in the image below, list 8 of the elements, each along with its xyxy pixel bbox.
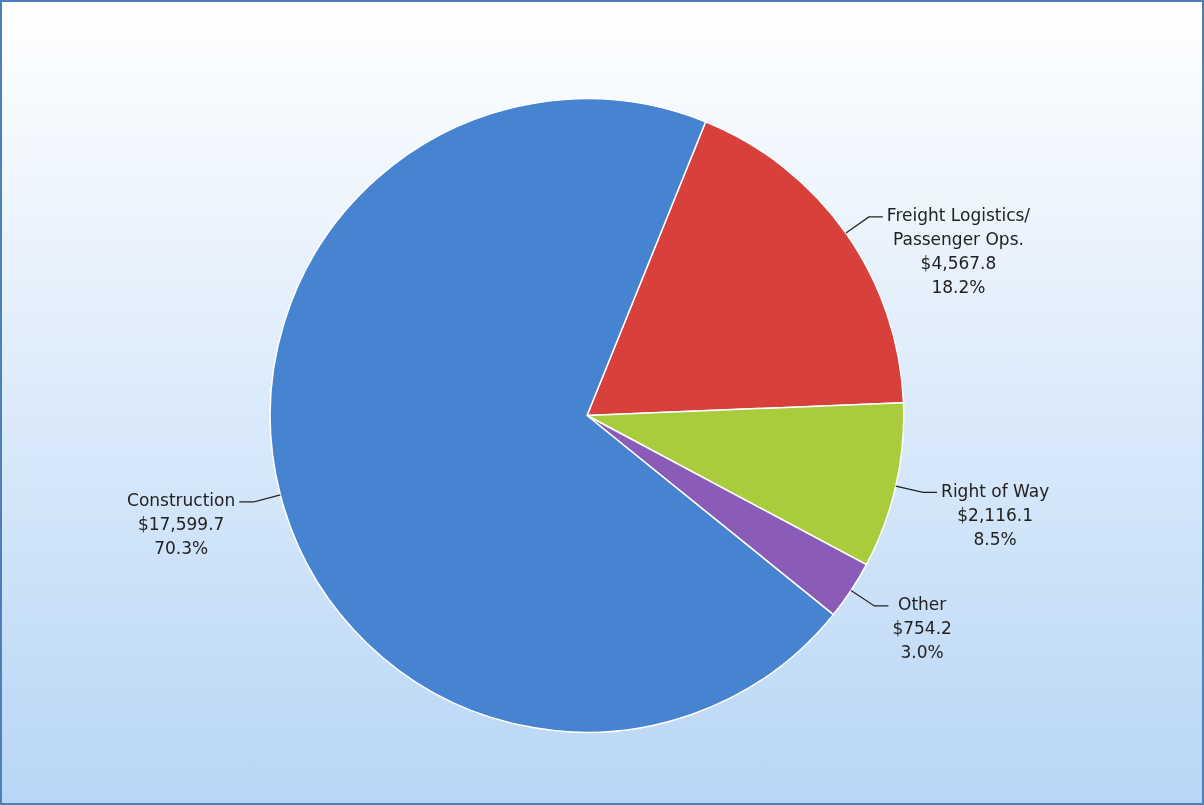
data-label: $2,116.1 8.5% xyxy=(957,504,1033,549)
slice-label: Construction xyxy=(127,490,236,511)
data-label: $754.2 3.0% xyxy=(892,618,952,663)
data-label: $4,567.8 18.2% xyxy=(920,253,997,298)
data-label: $17,599.7 70.3% xyxy=(137,514,225,559)
slice-label: Other xyxy=(898,594,947,615)
slice-label: Right of Way xyxy=(941,480,1050,501)
slice-label: Freight Logistics/ Passenger Ops. xyxy=(886,205,1031,250)
